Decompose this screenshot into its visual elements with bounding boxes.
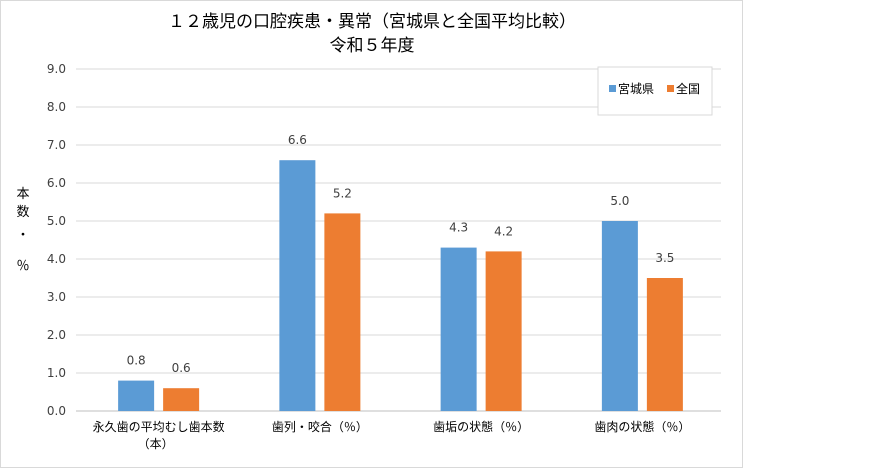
chart-title-line-2: 令和５年度 [330, 36, 415, 56]
category-label: （本） [138, 437, 174, 451]
data-label: 5.0 [610, 194, 629, 208]
data-label: 0.6 [172, 361, 191, 375]
y-tick-label: 3.0 [47, 290, 66, 304]
y-tick-label: 2.0 [47, 328, 66, 342]
data-label: 3.5 [655, 251, 674, 265]
legend-box [597, 66, 713, 116]
category-label: 永久歯の平均むし歯本数 [93, 419, 225, 434]
category-label: 歯列・咬合（％） [272, 419, 368, 434]
legend: 宮城県 全国 [597, 66, 713, 116]
category-label: 歯垢の状態（％） [433, 419, 529, 434]
y-axis-label-char: 数 [16, 205, 29, 220]
bar-national [646, 278, 683, 411]
data-label: 5.2 [333, 186, 352, 200]
bar-chart: １２歳児の口腔疾患・異常（宮城県と全国平均比較） 令和５年度 0.0 1.0 2.0… [16, 12, 721, 451]
chart-title-line-1: １２歳児の口腔疾患・異常（宮城県と全国平均比較） [168, 12, 576, 32]
y-tick-label: 4.0 [47, 252, 66, 266]
legend-label: 宮城県 [618, 81, 654, 96]
y-tick-label: 8.0 [47, 100, 66, 114]
y-tick-label: 0.0 [47, 404, 66, 418]
bar-miyagi [118, 380, 155, 411]
y-axis-label-char: ％ [16, 259, 29, 274]
legend-label: 全国 [676, 81, 700, 96]
category-label: 歯肉の状態（％） [594, 419, 690, 434]
bars [118, 160, 683, 411]
data-label: 4.3 [449, 221, 468, 235]
bar-national [485, 251, 522, 411]
chart-frame: １２歳児の口腔疾患・異常（宮城県と全国平均比較） 令和５年度 0.0 1.0 2.0… [0, 0, 743, 468]
chart-title: １２歳児の口腔疾患・異常（宮城県と全国平均比較） 令和５年度 [168, 12, 576, 56]
data-labels: 0.8 0.6 6.6 5.2 4.3 4.2 5.0 3.5 [127, 133, 675, 375]
bar-national [324, 213, 361, 411]
y-tick-labels: 0.0 1.0 2.0 3.0 4.0 5.0 6.0 7.0 8.0 9.0 [47, 62, 66, 418]
category-labels: 永久歯の平均むし歯本数 （本） 歯列・咬合（％） 歯垢の状態（％） 歯肉の状態（％） [93, 419, 691, 451]
y-tick-label: 9.0 [47, 62, 66, 76]
data-label: 0.8 [127, 354, 146, 368]
legend-swatch [667, 85, 674, 92]
bar-miyagi [279, 160, 316, 411]
bar-national [163, 388, 200, 411]
y-axis-label-char: 本 [16, 187, 29, 202]
bar-miyagi [601, 221, 638, 411]
bar-miyagi [440, 247, 477, 411]
y-tick-label: 1.0 [47, 366, 66, 380]
y-tick-label: 5.0 [47, 214, 66, 228]
y-tick-label: 6.0 [47, 176, 66, 190]
data-label: 6.6 [288, 133, 307, 147]
y-tick-label: 7.0 [47, 138, 66, 152]
y-axis-label-char: ・ [16, 228, 29, 243]
y-axis-label: 本数・ ％ [16, 187, 29, 274]
data-label: 4.2 [494, 224, 513, 238]
legend-swatch [609, 85, 616, 92]
